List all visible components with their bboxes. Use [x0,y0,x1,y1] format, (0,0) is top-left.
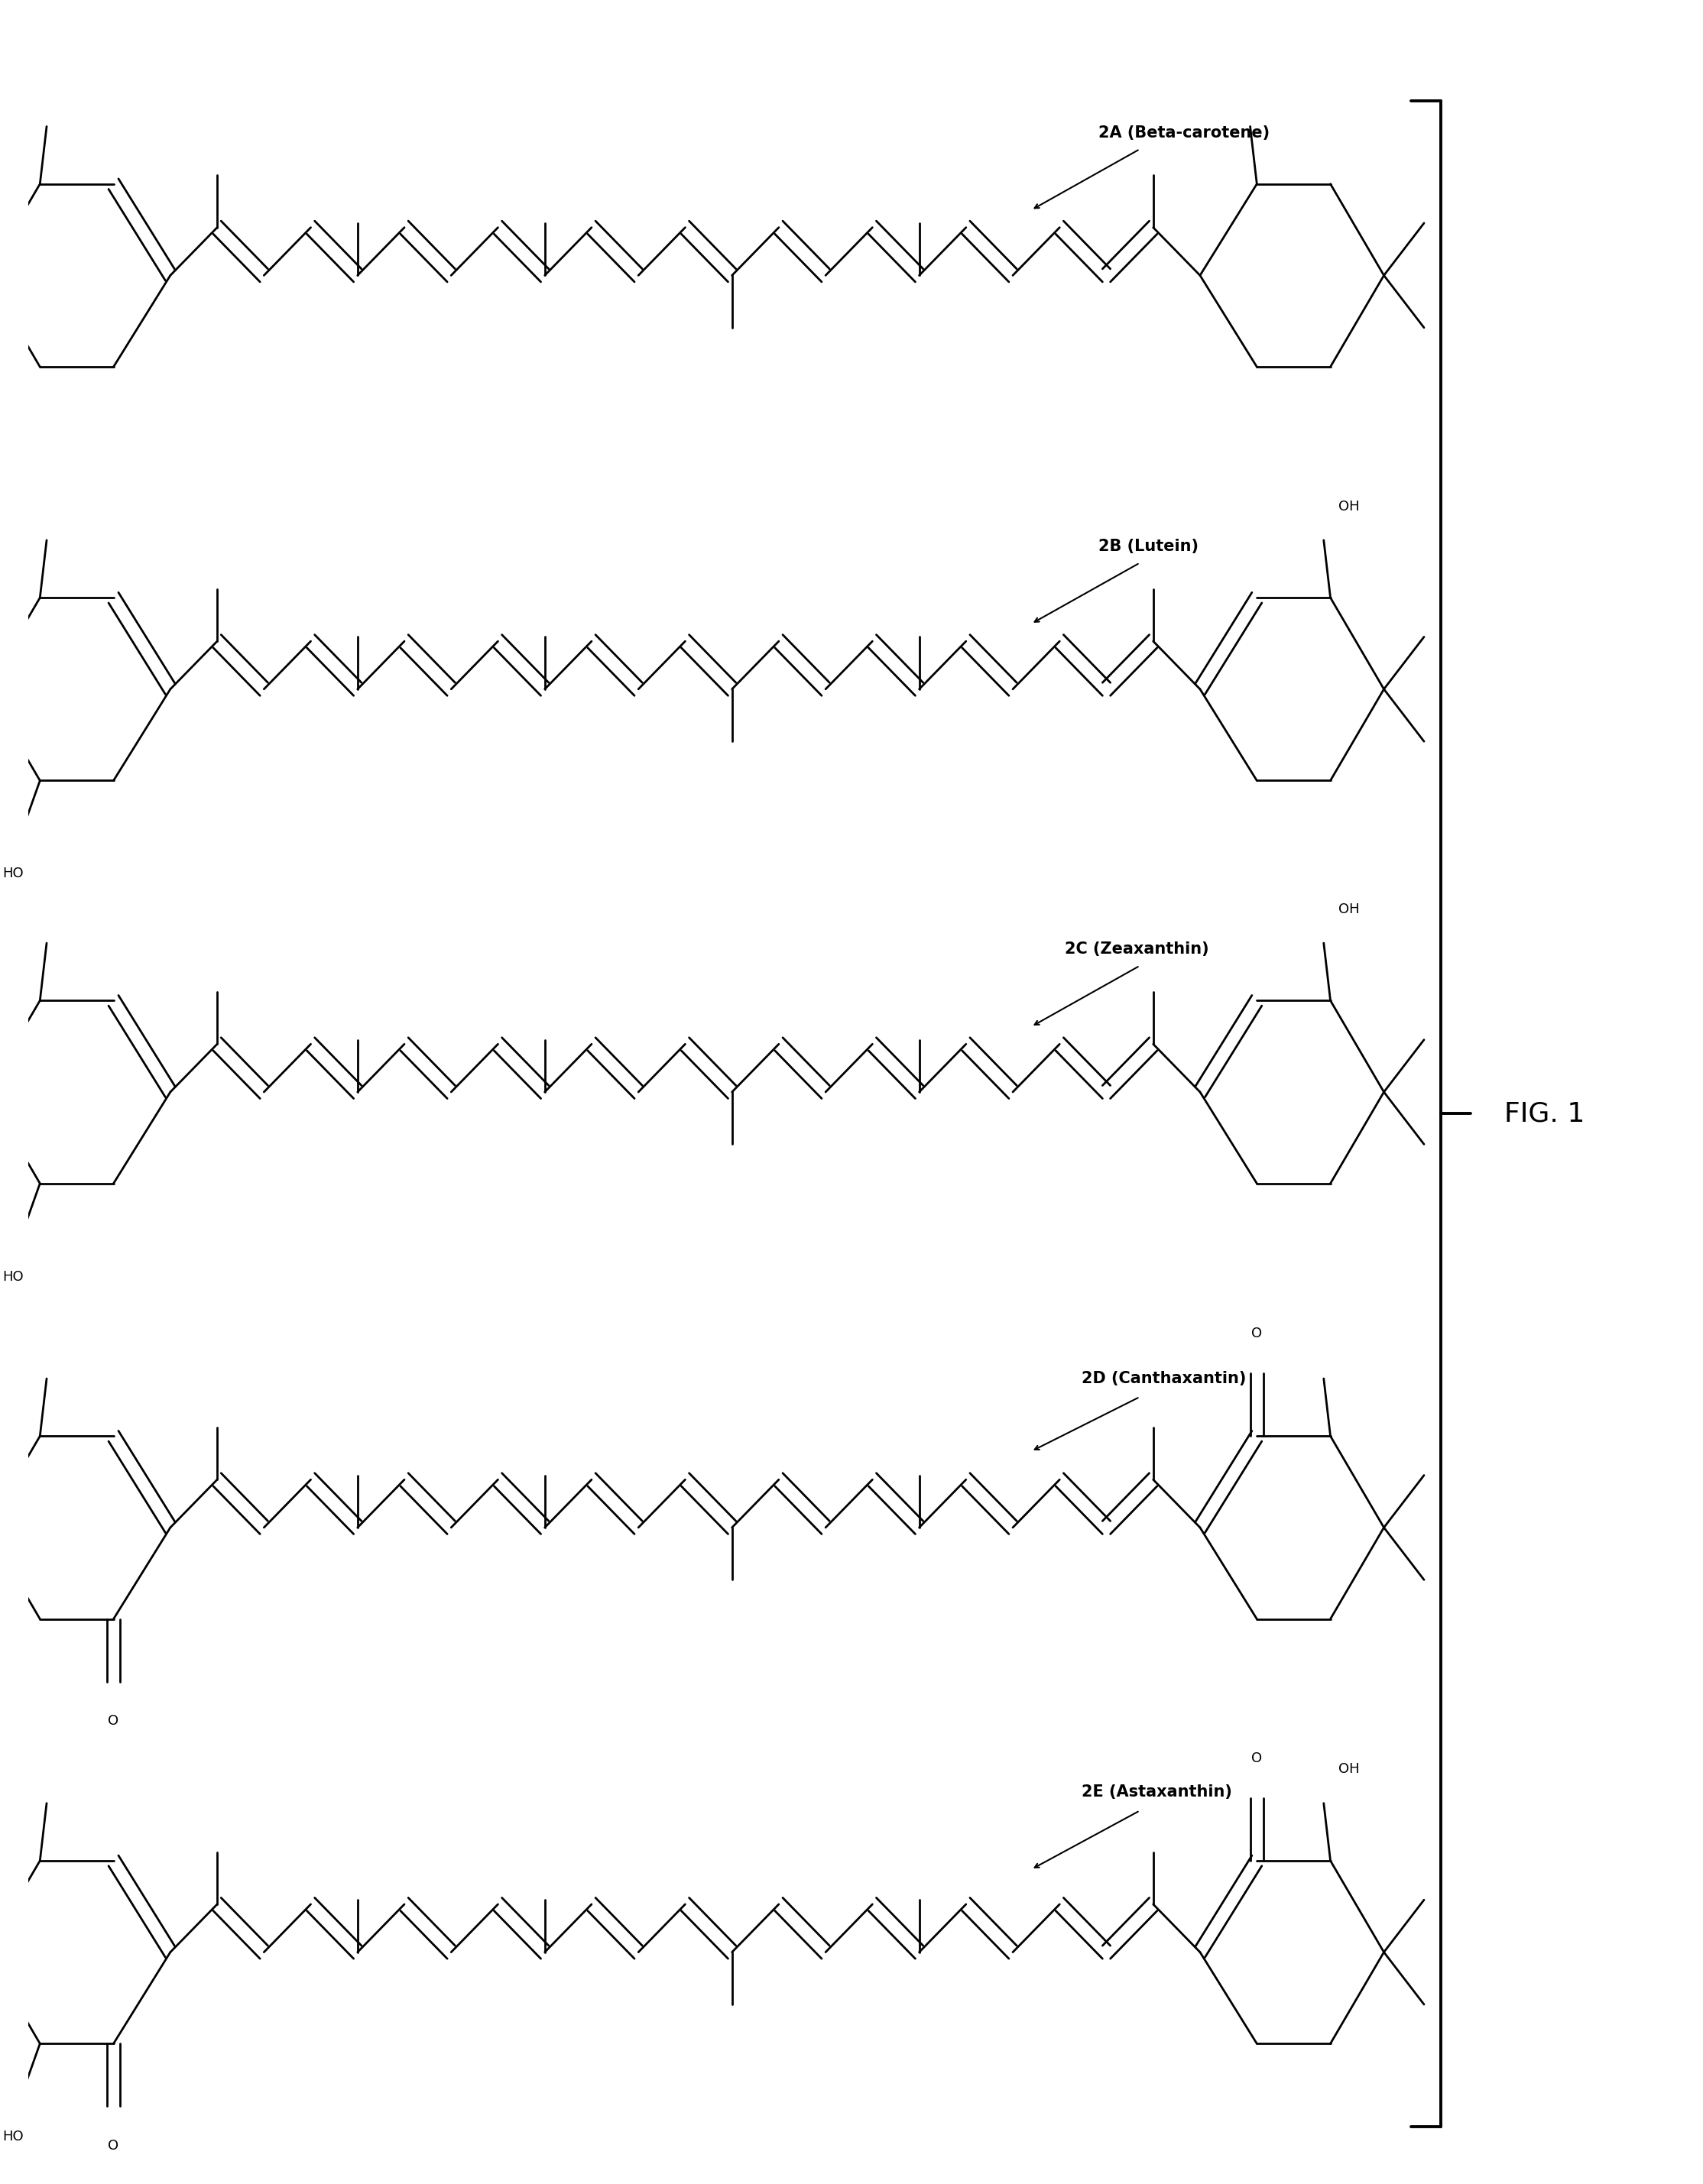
Text: OH: OH [1339,1762,1361,1776]
Text: 2A (Beta-carotene): 2A (Beta-carotene) [1098,124,1269,140]
Text: 2D (Canthaxantin): 2D (Canthaxantin) [1081,1372,1247,1387]
Text: O: O [107,1714,119,1728]
Text: HO: HO [2,867,24,880]
Text: 2C (Zeaxanthin): 2C (Zeaxanthin) [1064,941,1209,957]
Text: 2E (Astaxanthin): 2E (Astaxanthin) [1081,1784,1231,1800]
Text: 2B (Lutein): 2B (Lutein) [1098,539,1199,555]
Text: HO: HO [2,2129,24,2145]
Text: O: O [1252,1752,1262,1765]
Text: HO: HO [2,1269,24,1284]
Text: FIG. 1: FIG. 1 [1504,1101,1585,1127]
Text: OH: OH [1339,902,1361,915]
Text: O: O [1252,1328,1262,1341]
Text: OH: OH [1339,500,1361,513]
Text: O: O [107,2138,119,2153]
